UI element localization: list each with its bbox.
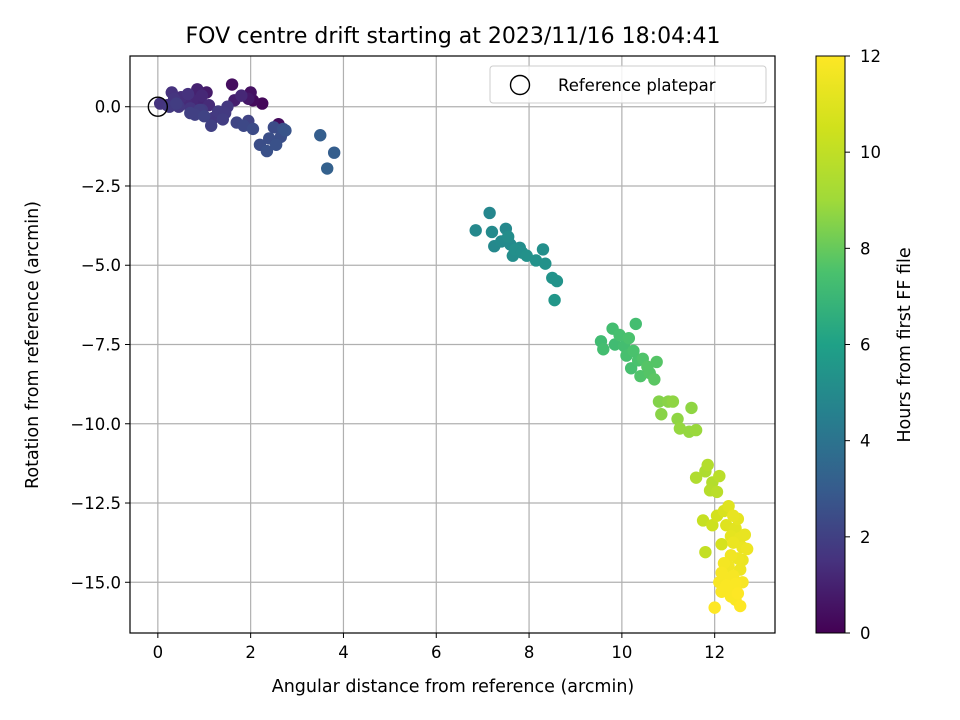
y-axis-ticks: 0.0 −2.5 −5.0 −7.5 −10.0 −12.5 −15.0 [70,98,130,592]
chart-title: FOV centre drift starting at 2023/11/16 … [186,24,721,49]
data-point [260,144,274,158]
data-point [314,129,327,142]
data-point [727,536,740,549]
y-tick-label: 0.0 [95,98,121,117]
x-tick-label: 12 [704,643,725,662]
data-point [629,317,642,331]
y-tick-label: −10.0 [70,415,121,434]
x-tick-label: 2 [245,643,256,662]
data-point [622,331,636,345]
y-tick-label: −15.0 [70,573,121,592]
data-point [655,408,668,421]
data-point [485,225,499,239]
data-point [666,395,680,408]
colorbar-ticks: 0 2 4 6 8 10 12 [845,47,881,643]
scatter-points [147,78,754,614]
data-point [536,243,550,256]
data-point [246,122,260,136]
data-point [696,514,710,527]
data-point [597,343,610,356]
x-tick-label: 0 [153,643,164,662]
data-point [469,224,482,237]
colorbar: 0 2 4 6 8 10 12 Hours from first FF file [815,47,915,643]
data-point [740,542,754,556]
data-point [483,206,496,220]
data-point [713,469,726,483]
colorbar-tick-label: 8 [860,239,871,258]
data-point [181,87,195,101]
data-point [520,249,533,262]
y-tick-label: −7.5 [81,336,121,355]
data-point [321,162,334,175]
colorbar-tick-label: 6 [860,336,871,355]
data-point [216,113,230,126]
data-point [235,89,248,102]
colorbar-tick-label: 0 [860,624,871,643]
data-point [733,599,747,613]
data-point [727,509,740,522]
y-tick-label: −2.5 [81,177,121,196]
x-axis-label: Angular distance from reference (arcmin) [272,677,635,697]
legend: Reference platepar [489,65,767,104]
colorbar-label: Hours from first FF file [895,247,915,442]
data-point [267,121,281,134]
data-point [279,124,292,137]
data-point [170,97,183,110]
data-point [650,355,663,369]
x-tick-label: 8 [524,643,535,662]
colorbar-tick-label: 10 [860,143,881,162]
data-point [738,528,752,541]
x-tick-label: 4 [338,643,349,662]
y-axis-label: Rotation from reference (arcmin) [23,201,43,489]
data-point [205,119,218,132]
data-point [722,499,735,513]
x-axis-ticks: 0 2 4 6 8 10 12 [153,633,725,662]
data-point [729,577,742,591]
data-point [689,423,703,437]
data-point [706,519,719,532]
colorbar-tick-label: 4 [860,432,871,451]
data-point [550,274,564,288]
data-point [731,587,745,600]
y-tick-label: −12.5 [70,494,121,513]
data-point [701,458,714,472]
data-point [710,485,724,499]
colorbar-gradient [815,55,846,634]
data-point [225,78,239,91]
reference-platepar-marker [147,96,169,117]
data-point [715,538,728,551]
legend-label: Reference platepar [558,76,716,95]
data-point [627,344,640,358]
data-point [269,138,283,151]
data-point [184,106,197,120]
data-point [699,545,712,559]
y-tick-label: −5.0 [81,256,121,275]
data-point [685,401,698,415]
data-point [195,89,209,102]
x-tick-label: 6 [431,643,442,662]
data-point [501,230,515,243]
data-point [708,601,721,614]
data-point [652,395,666,408]
data-point [671,412,684,426]
data-point [689,471,703,484]
grid-lines [130,56,775,633]
data-point [198,110,211,123]
colorbar-tick-label: 12 [860,47,881,66]
data-point [548,293,561,307]
data-point [608,338,622,351]
data-point [648,373,661,386]
colorbar-tick-label: 2 [860,528,871,547]
legend-box [489,65,767,104]
data-point [717,557,731,570]
data-point [539,257,552,270]
legend-marker-reference [509,74,531,96]
data-point [327,146,341,159]
x-tick-label: 10 [611,643,632,662]
